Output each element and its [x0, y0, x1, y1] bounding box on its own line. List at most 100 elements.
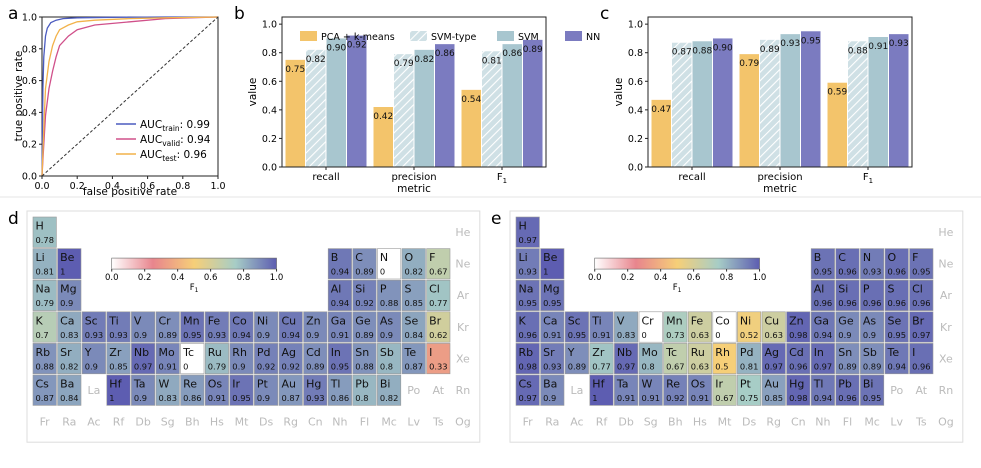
- element-inactive-Po: Po: [407, 384, 420, 397]
- element-cell-Ni: [737, 311, 762, 343]
- element-value: 0.95: [888, 330, 906, 340]
- element-inactive-Ra: Ra: [62, 416, 76, 429]
- bar-svm-F1: [502, 44, 522, 168]
- element-cell-Ru: [204, 343, 229, 375]
- element-cell-Bi: [860, 374, 885, 406]
- element-cell-Cr: [155, 311, 180, 343]
- bar-nn-recall: [347, 35, 367, 168]
- bar-data-label: 0.82: [306, 55, 326, 65]
- bar-data-label: 0.54: [461, 95, 481, 105]
- element-cell-N: [860, 248, 885, 280]
- axes-frame: [281, 16, 547, 168]
- bar-svm-F1: [868, 37, 888, 167]
- element-symbol: Fe: [691, 314, 704, 327]
- element-inactive-He: He: [455, 226, 470, 239]
- element-inactive-Rn: Rn: [939, 384, 954, 397]
- element-value: 0.63: [691, 330, 709, 340]
- element-value: 0.93: [85, 330, 103, 340]
- element-symbol: Mg: [543, 283, 559, 296]
- element-symbol: Co: [715, 314, 730, 327]
- element-symbol: Br: [912, 314, 925, 327]
- element-value: 0.77: [429, 298, 447, 308]
- roc-ytick-label: 0.4: [22, 108, 37, 119]
- element-inactive-La: La: [87, 384, 100, 397]
- element-cell-Ta: [614, 374, 639, 406]
- element-value: 0.91: [159, 361, 177, 371]
- element-symbol: N: [863, 251, 871, 264]
- element-cell-B: [810, 248, 835, 280]
- element-cell-C: [835, 248, 860, 280]
- element-cell-Os: [687, 374, 712, 406]
- element-symbol: Y: [567, 346, 575, 359]
- element-cell-V: [614, 311, 639, 343]
- element-value: 0.98: [789, 330, 807, 340]
- element-value: 0.89: [355, 267, 373, 277]
- element-symbol: As: [380, 314, 394, 327]
- colorbar: [594, 257, 760, 270]
- bar-nn-recall: [713, 38, 733, 167]
- element-symbol: Re: [666, 378, 680, 391]
- element-symbol: As: [863, 314, 877, 327]
- legend-swatch-svm: [497, 31, 514, 41]
- element-cell-Ga: [810, 311, 835, 343]
- element-value: 0: [642, 330, 647, 340]
- element-cell-Te: [884, 343, 909, 375]
- element-symbol: Mn: [666, 314, 682, 327]
- element-value: 0.97: [134, 361, 152, 371]
- element-symbol: Te: [887, 346, 900, 359]
- xlabel: metric: [397, 183, 431, 195]
- element-symbol: Cl: [429, 283, 440, 296]
- element-value: 0.95: [543, 298, 561, 308]
- element-value: 0.86: [183, 393, 201, 403]
- panel-label-e: e: [491, 209, 501, 229]
- element-inactive-Sg: Sg: [644, 416, 658, 429]
- element-value: 0.98: [789, 393, 807, 403]
- element-symbol: Os: [208, 378, 223, 391]
- element-cell-Cd: [786, 343, 811, 375]
- bar-data-label: 0.93: [780, 39, 800, 49]
- legend-swatch-nn: [565, 31, 582, 41]
- element-cell-Ru: [687, 343, 712, 375]
- element-value: 0.95: [232, 393, 250, 403]
- bar-data-label: 0.59: [827, 88, 847, 98]
- element-cell-Ir: [712, 374, 737, 406]
- element-symbol: W: [642, 378, 653, 391]
- element-symbol: Na: [36, 283, 51, 296]
- element-inactive-Fl: Fl: [843, 416, 852, 429]
- element-value: 0.94: [331, 298, 349, 308]
- element-value: 0.85: [765, 393, 783, 403]
- element-cell-N: [377, 248, 402, 280]
- element-cell-P: [377, 279, 402, 311]
- element-cell-Na: [32, 279, 57, 311]
- colorbar-tick-label: 1.0: [270, 273, 284, 283]
- bar-data-label: 0.89: [760, 45, 780, 55]
- element-cell-Co: [229, 311, 254, 343]
- element-symbol: Si: [838, 283, 848, 296]
- element-cell-In: [810, 343, 835, 375]
- element-value: 0.9: [543, 393, 556, 403]
- element-inactive-Cn: Cn: [791, 416, 806, 429]
- bar-svm-recall: [326, 38, 346, 167]
- element-value: 0.79: [36, 298, 54, 308]
- element-value: 0.79: [208, 361, 226, 371]
- roc-line-valid: [41, 16, 219, 177]
- element-value: 0.89: [568, 361, 586, 371]
- element-inactive-Ts: Ts: [915, 416, 927, 429]
- element-value: 0.97: [519, 393, 537, 403]
- element-value: 0.93: [863, 267, 881, 277]
- element-value: 0.92: [282, 361, 300, 371]
- element-symbol: Sc: [568, 314, 581, 327]
- element-cell-Ba: [57, 374, 82, 406]
- element-value: 0.81: [740, 361, 758, 371]
- element-inactive-Bh: Bh: [185, 416, 200, 429]
- element-symbol: Na: [519, 283, 534, 296]
- element-value: 1: [109, 393, 114, 403]
- bar-data-label: 0.95: [801, 36, 821, 46]
- element-cell-In: [327, 343, 352, 375]
- bar-data-label: 0.91: [868, 42, 888, 52]
- legend-label-nn: NN: [586, 32, 600, 43]
- element-symbol: Hg: [789, 378, 804, 391]
- element-value: 0.96: [863, 298, 881, 308]
- element-cell-Be: [57, 248, 82, 280]
